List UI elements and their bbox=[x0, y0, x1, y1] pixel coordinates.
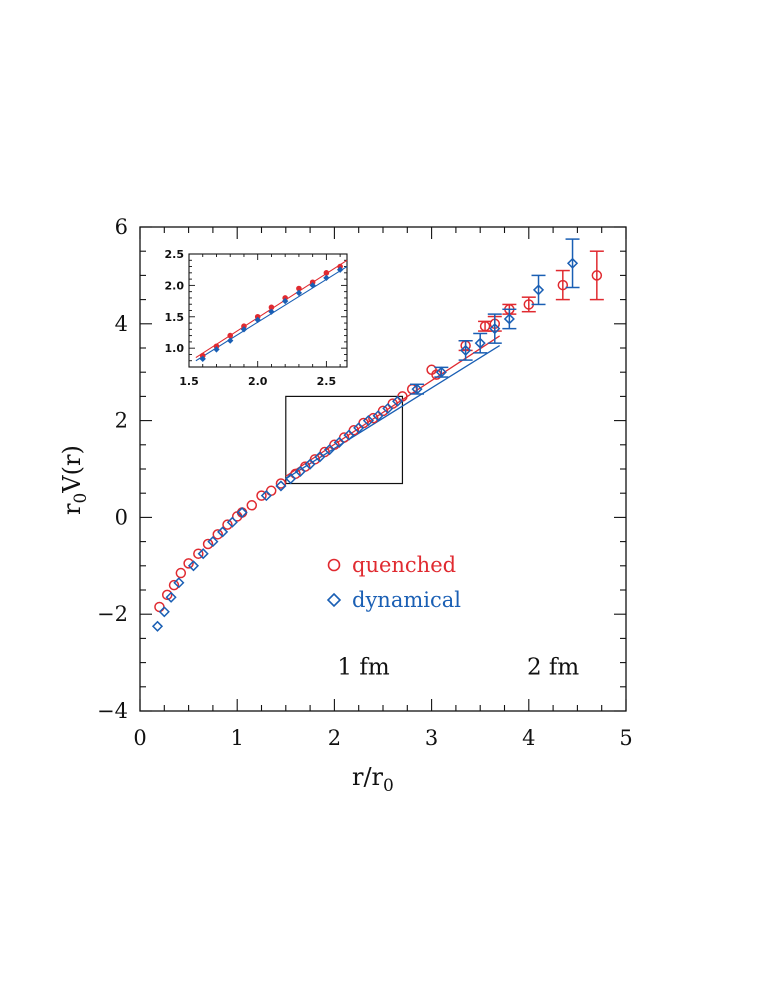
data-point-quenched bbox=[154, 601, 165, 613]
inset-point-dynamical bbox=[323, 274, 330, 282]
data-point-dynamical bbox=[151, 620, 164, 632]
fit-line-quenched bbox=[285, 335, 500, 477]
x-tick-label: 2 bbox=[328, 726, 341, 750]
data-point-dynamical bbox=[503, 313, 515, 325]
data-point-dynamical bbox=[532, 284, 545, 296]
inset-point-dynamical bbox=[268, 308, 275, 315]
zoom-box bbox=[285, 395, 404, 485]
data-point-dynamical bbox=[207, 536, 219, 548]
data-point-dynamical bbox=[323, 444, 336, 456]
inset-point-dynamical bbox=[199, 355, 206, 363]
legend-marker-quenched bbox=[327, 558, 341, 572]
data-point-dynamical bbox=[333, 436, 345, 448]
x-tick-label: 3 bbox=[425, 726, 438, 750]
legend-label-quenched: quenched bbox=[352, 553, 456, 577]
inset-y-tick-label: 2.5 bbox=[165, 248, 185, 261]
data-point-quenched bbox=[246, 500, 258, 511]
y-tick-label: −2 bbox=[97, 602, 128, 626]
data-point-dynamical bbox=[474, 337, 486, 349]
data-point-dynamical bbox=[304, 458, 316, 470]
data-point-dynamical bbox=[260, 490, 272, 502]
data-point-quenched bbox=[175, 567, 187, 579]
y-tick-label: 0 bbox=[115, 505, 128, 529]
x-tick-label: 0 bbox=[133, 726, 146, 750]
data-point-dynamical bbox=[343, 429, 355, 441]
data-point-quenched bbox=[222, 519, 233, 530]
data-point-dynamical bbox=[285, 473, 297, 485]
data-point-quenched bbox=[193, 548, 204, 559]
inset-point-dynamical bbox=[295, 289, 303, 297]
data-point-dynamical bbox=[435, 366, 447, 378]
data-point-quenched bbox=[479, 320, 491, 332]
data-point-dynamical bbox=[362, 415, 374, 427]
data-point-dynamical bbox=[382, 402, 394, 415]
legend-marker-dynamical bbox=[326, 592, 342, 608]
data-point-quenched bbox=[183, 558, 194, 569]
data-point-quenched bbox=[368, 412, 379, 424]
data-point-dynamical bbox=[353, 422, 365, 434]
data-point-dynamical bbox=[165, 591, 177, 603]
inset-point-dynamical bbox=[240, 326, 248, 333]
y-tick-label: 2 bbox=[115, 409, 128, 433]
inset-y-tick-label: 1.5 bbox=[165, 311, 185, 324]
inset-point-dynamical bbox=[282, 297, 289, 305]
data-point-quenched bbox=[212, 529, 224, 540]
inset-x-tick-label: 1.5 bbox=[179, 375, 199, 388]
inset-point-dynamical bbox=[254, 316, 261, 324]
annotation: 2 fm bbox=[527, 655, 579, 681]
data-point-quenched bbox=[275, 478, 287, 489]
inset-point-dynamical bbox=[336, 266, 344, 273]
data-point-dynamical bbox=[489, 323, 501, 335]
data-point-dynamical bbox=[158, 606, 170, 618]
y-axis-title: r0V(r) bbox=[58, 445, 91, 515]
data-point-quenched bbox=[202, 538, 214, 550]
inset-point-dynamical bbox=[213, 346, 220, 353]
data-point-dynamical bbox=[566, 257, 579, 269]
data-point-quenched bbox=[256, 490, 267, 501]
inset-x-tick-label: 2.5 bbox=[317, 375, 337, 388]
x-tick-label: 4 bbox=[522, 726, 535, 750]
data-point-quenched bbox=[591, 270, 603, 281]
data-point-dynamical bbox=[197, 548, 209, 560]
data-point-dynamical bbox=[460, 344, 472, 356]
y-tick-label: 6 bbox=[115, 215, 128, 239]
data-point-dynamical bbox=[226, 516, 238, 528]
inset-plot: 1.5 2.0 2.5 1.0 1.5 2.0 2.5 bbox=[165, 248, 348, 388]
data-point-dynamical bbox=[187, 560, 200, 572]
data-point-dynamical bbox=[236, 506, 248, 519]
data-point-dynamical bbox=[372, 410, 384, 422]
legend-label-dynamical: dynamical bbox=[352, 588, 461, 612]
data-point-dynamical bbox=[392, 395, 404, 407]
inset-point-quenched bbox=[323, 270, 330, 276]
y-tick-label: 4 bbox=[115, 312, 128, 336]
legend: quenched dynamical bbox=[326, 553, 461, 612]
annotation: 1 fm bbox=[337, 655, 389, 681]
inset-x-tick-label: 2.0 bbox=[248, 375, 268, 388]
data-point-dynamical bbox=[173, 577, 185, 589]
x-axis-title: r/r0 bbox=[352, 763, 394, 796]
data-point-quenched bbox=[265, 485, 277, 497]
data-point-quenched bbox=[161, 589, 173, 601]
inset-point-dynamical bbox=[309, 282, 316, 289]
inset-point-dynamical bbox=[227, 337, 234, 344]
y-tick-label: −4 bbox=[97, 699, 128, 723]
fit-line-dynamical bbox=[285, 345, 500, 480]
data-point-dynamical bbox=[275, 480, 287, 492]
main-plot: 0 1 2 3 4 5 −4 −2 0 2 4 6 1 fm 2 fm bbox=[97, 215, 633, 750]
x-tick-label: 5 bbox=[619, 726, 632, 750]
data-point-dynamical bbox=[314, 451, 326, 463]
x-tick-label: 1 bbox=[231, 726, 244, 750]
data-point-dynamical bbox=[294, 465, 306, 477]
data-point-quenched bbox=[557, 279, 569, 291]
data-point-quenched bbox=[168, 579, 180, 591]
data-point-dynamical bbox=[411, 383, 423, 395]
inset-point-quenched bbox=[227, 332, 234, 339]
inset-y-tick-label: 1.0 bbox=[165, 342, 185, 355]
inset-y-tick-label: 2.0 bbox=[165, 279, 185, 292]
data-point-dynamical bbox=[217, 526, 229, 538]
